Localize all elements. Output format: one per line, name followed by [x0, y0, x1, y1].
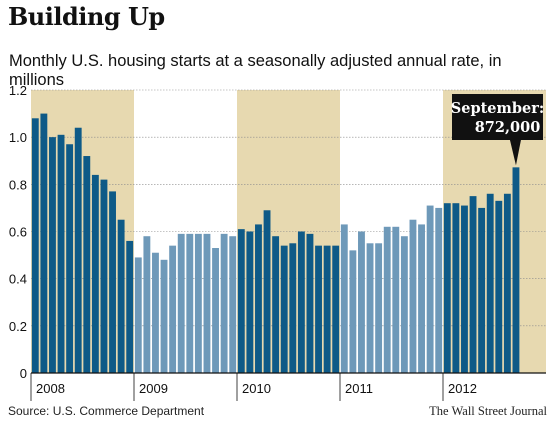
bar [392, 226, 400, 373]
callout-label: September: [451, 100, 544, 117]
bar [194, 233, 202, 373]
bar [340, 224, 348, 373]
bar [503, 193, 511, 373]
bar [435, 207, 443, 373]
bar [66, 144, 74, 373]
bar [31, 118, 39, 373]
y-tick-label: 0.8 [9, 177, 27, 192]
bar [469, 196, 477, 373]
x-year-label: 2008 [36, 381, 65, 396]
bar [461, 205, 468, 373]
callout-pointer [509, 140, 521, 166]
bar [220, 233, 228, 373]
y-tick-label: 0.6 [9, 225, 27, 240]
bar [383, 226, 391, 373]
callout-box [452, 94, 543, 140]
bar [212, 248, 219, 373]
source-note: Source: U.S. Commerce Department [8, 404, 205, 418]
bar [478, 207, 486, 373]
bar [452, 203, 460, 373]
bar [74, 127, 82, 373]
bar [409, 219, 417, 373]
bar [263, 210, 271, 373]
bar [109, 191, 116, 373]
bar [57, 134, 65, 373]
bar [366, 243, 374, 373]
bar [426, 205, 434, 373]
y-tick-label: 0 [20, 366, 27, 381]
bar [486, 193, 494, 373]
y-tick-label: 1.2 [9, 83, 27, 98]
bar [400, 236, 408, 373]
x-year-label: 2012 [448, 381, 477, 396]
bar [126, 240, 134, 373]
bar [297, 231, 305, 373]
publisher-credit: The Wall Street Journal [429, 404, 547, 418]
bar [375, 243, 383, 373]
bar [203, 233, 211, 373]
y-tick-label: 0.2 [9, 319, 27, 334]
x-year-label: 2009 [139, 381, 168, 396]
bar [100, 179, 108, 373]
bar [237, 229, 245, 373]
bar [143, 236, 151, 373]
bar [91, 174, 99, 373]
bar [229, 236, 237, 373]
bar [169, 245, 177, 373]
bar [332, 245, 340, 373]
bar [495, 200, 503, 373]
x-year-label: 2010 [242, 381, 271, 396]
chart-title: Building Up [8, 2, 165, 31]
bar [272, 236, 280, 373]
bar [280, 245, 288, 373]
bar [443, 203, 451, 373]
bar [246, 231, 254, 373]
bar [83, 156, 91, 373]
bar [358, 231, 365, 373]
bar [117, 219, 125, 373]
bar [40, 113, 48, 373]
bar [289, 243, 297, 373]
chart-subtitle: Monthly U.S. housing starts at a seasona… [9, 52, 502, 89]
bar [152, 252, 159, 373]
bar [315, 245, 322, 373]
bar [512, 167, 520, 373]
y-tick-label: 0.4 [9, 272, 27, 287]
bar [323, 245, 331, 373]
bar [177, 233, 185, 373]
bar [160, 259, 168, 373]
callout-value: 872,000 [475, 119, 541, 136]
x-year-label: 2011 [345, 381, 373, 396]
bar [186, 233, 194, 373]
y-tick-label: 1.0 [9, 130, 27, 145]
bar [255, 224, 262, 373]
bar [418, 224, 425, 373]
bar [349, 250, 357, 373]
bar [49, 137, 56, 373]
bar [306, 233, 314, 373]
bar [134, 257, 142, 373]
